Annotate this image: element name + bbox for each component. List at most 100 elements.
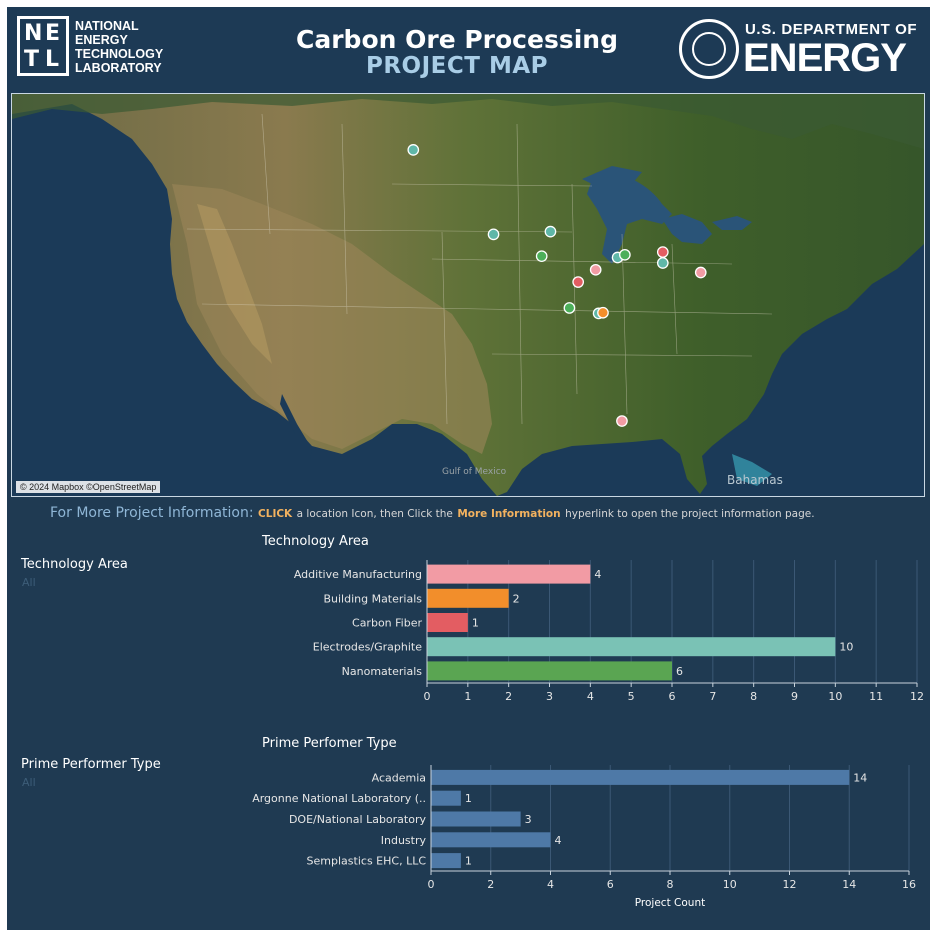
lake-superior — [582, 166, 642, 189]
performer-type-filter-label: Prime Performer Type — [21, 757, 161, 772]
category-label: Building Materials — [323, 592, 422, 605]
bar[interactable] — [431, 853, 461, 869]
value-label: 3 — [525, 813, 532, 826]
tick-label: 11 — [869, 690, 883, 703]
land-mass — [12, 94, 924, 496]
tick-label: 12 — [910, 690, 924, 703]
page-title: Carbon Ore Processing — [296, 25, 618, 54]
project-marker[interactable] — [656, 257, 669, 269]
tick-label: 0 — [428, 878, 435, 891]
project-marker[interactable] — [572, 276, 585, 288]
project-marker[interactable] — [544, 225, 557, 238]
netl-logo-text: NATIONAL ENERGY TECHNOLOGY LABORATORY — [75, 19, 163, 75]
project-marker[interactable] — [656, 246, 669, 258]
value-label: 1 — [465, 855, 472, 868]
project-map[interactable]: Gulf of Mexico Bahamas © 2024 Mapbox ©Op… — [11, 93, 925, 497]
netl-letter: N — [24, 21, 43, 46]
project-marker[interactable] — [597, 306, 609, 319]
bar[interactable] — [431, 811, 521, 827]
tick-label: 12 — [783, 878, 797, 891]
map-canvas[interactable]: Gulf of Mexico Bahamas — [12, 94, 924, 496]
technology-chart-title: Technology Area — [262, 534, 369, 549]
tick-label: 14 — [842, 878, 856, 891]
desert-region — [172, 184, 492, 454]
map-label-bahamas: Bahamas — [727, 473, 783, 487]
project-marker[interactable] — [694, 266, 707, 279]
category-label: Carbon Fiber — [352, 617, 422, 630]
info-instruction: For More Project Information: CLICK a lo… — [50, 505, 815, 521]
bahamas-shallows — [732, 454, 772, 486]
netl-text-line: TECHNOLOGY — [75, 47, 164, 61]
bar[interactable] — [427, 564, 591, 584]
netl-letter: T — [24, 47, 40, 72]
bar[interactable] — [427, 661, 672, 681]
doe-logo-line1: U.S. DEPARTMENT OF — [745, 21, 918, 38]
lake-erie — [662, 214, 712, 244]
tick-label: 1 — [464, 690, 471, 703]
state-borders — [186, 113, 773, 425]
doe-logo-line2: ENERGY — [743, 36, 907, 80]
project-marker[interactable] — [589, 263, 602, 276]
category-label: Academia — [372, 771, 426, 784]
tick-label: 6 — [669, 690, 676, 703]
tick-label: 6 — [607, 878, 614, 891]
tick-label: 16 — [902, 878, 916, 891]
netl-text-line: ENERGY — [75, 33, 128, 47]
bar[interactable] — [427, 637, 836, 657]
project-marker[interactable] — [619, 248, 631, 261]
tick-label: 8 — [750, 690, 757, 703]
technology-area-chart[interactable]: Additive Manufacturing 4 Building Material… — [7, 552, 930, 712]
value-label: 2 — [513, 592, 520, 605]
category-label: Additive Manufacturing — [294, 568, 422, 581]
bar[interactable] — [431, 769, 850, 785]
tick-label: 3 — [546, 690, 553, 703]
category-label: Argonne National Laboratory (.. — [252, 792, 426, 805]
canada-forest — [12, 94, 924, 149]
tick-label: 10 — [828, 690, 842, 703]
tick-label: 10 — [723, 878, 737, 891]
tick-label: 9 — [791, 690, 798, 703]
value-label: 14 — [853, 771, 867, 784]
x-axis-label: Project Count — [635, 897, 705, 909]
bar[interactable] — [427, 588, 509, 608]
performer-chart-title: Prime Perfomer Type — [262, 736, 397, 751]
project-marker[interactable] — [616, 415, 628, 427]
gulf-of-california — [280, 394, 312, 459]
lake-ontario — [712, 216, 752, 230]
tick-label: 8 — [667, 878, 674, 891]
tick-label: 4 — [587, 690, 594, 703]
bar[interactable] — [431, 790, 461, 806]
info-lead: For More Project Information: — [50, 505, 254, 521]
value-label: 1 — [472, 617, 479, 630]
tick-label: 2 — [487, 878, 494, 891]
netl-logo-box: N E T L — [17, 16, 69, 76]
project-marker[interactable] — [487, 228, 500, 241]
map-label: Gulf of Mexico — [442, 467, 507, 477]
tick-label: 2 — [505, 690, 512, 703]
project-marker[interactable] — [407, 144, 420, 156]
project-markers[interactable] — [407, 144, 707, 427]
great-lakes — [587, 170, 672, 264]
info-tail: hyperlink to open the project informatio… — [565, 508, 815, 520]
header: N E T L NATIONAL ENERGY TECHNOLOGY LABOR… — [7, 7, 930, 93]
value-label: 6 — [676, 665, 683, 678]
project-marker[interactable] — [535, 250, 548, 263]
bar[interactable] — [427, 613, 468, 632]
map-credit[interactable]: © 2024 Mapbox ©OpenStreetMap — [16, 481, 161, 493]
tick-label: 0 — [424, 690, 431, 703]
category-label: DOE/National Laboratory — [289, 813, 427, 826]
value-label: 1 — [465, 792, 472, 805]
netl-logo: N E T L NATIONAL ENERGY TECHNOLOGY LABOR… — [17, 16, 169, 78]
tick-label: 4 — [547, 878, 554, 891]
dashboard-frame: N E T L NATIONAL ENERGY TECHNOLOGY LABOR… — [7, 7, 930, 930]
bar[interactable] — [431, 832, 551, 848]
info-mid: a location Icon, then Click the — [296, 508, 453, 520]
page-subtitle: PROJECT MAP — [365, 53, 548, 79]
category-label: Semplastics EHC, LLC — [307, 855, 427, 868]
technology-area-filter[interactable]: All — [22, 576, 36, 589]
performer-type-filter[interactable]: All — [22, 776, 36, 789]
project-marker[interactable] — [563, 302, 576, 314]
doe-seal-icon — [679, 19, 739, 79]
netl-letter: E — [45, 21, 61, 46]
